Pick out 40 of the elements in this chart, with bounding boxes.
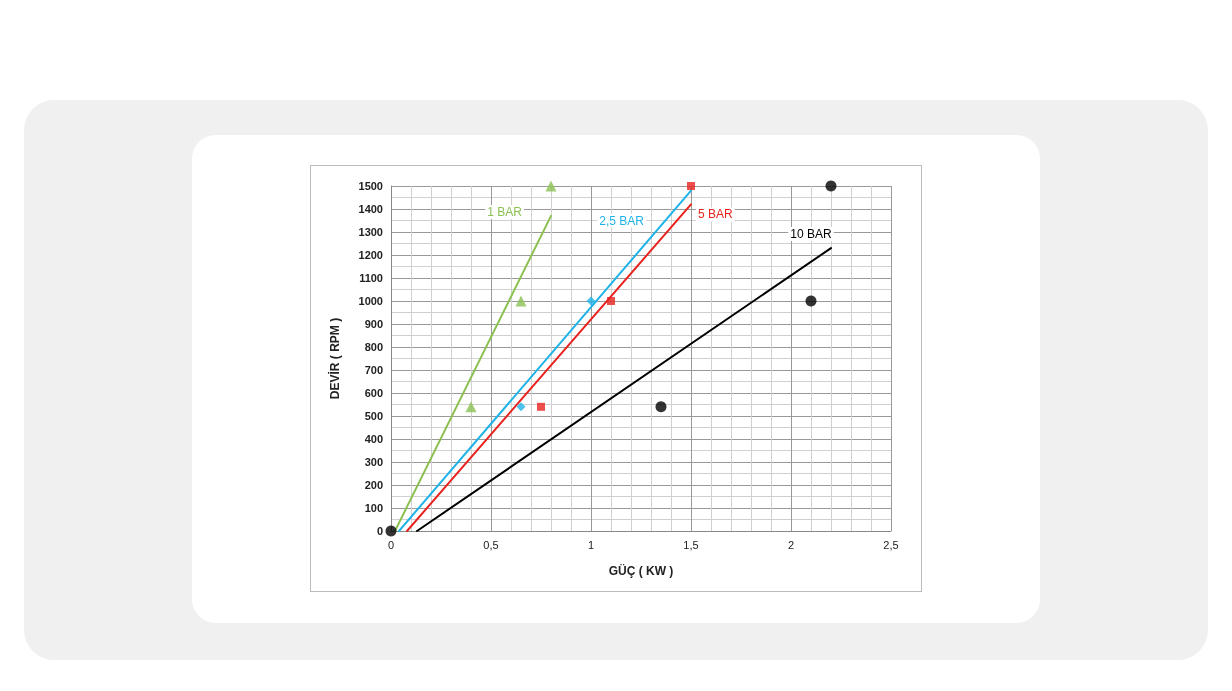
y-tick-label: 0	[376, 525, 383, 537]
point	[825, 180, 837, 192]
series-label: 5 BAR	[698, 207, 734, 222]
y-tick-label: 1000	[358, 295, 383, 307]
y-tick-label: 1300	[358, 226, 383, 238]
y-tick-label: 400	[364, 433, 383, 445]
x-tick-label: 0,5	[483, 538, 499, 551]
y-tick-label: 1500	[358, 180, 383, 192]
point	[515, 295, 527, 307]
y-tick-label: 700	[364, 364, 383, 376]
y-tick-label: 1400	[358, 203, 383, 215]
point	[516, 402, 526, 412]
point	[385, 525, 397, 537]
y-tick-label: 1100	[359, 272, 383, 284]
x-tick-label: 1	[587, 538, 595, 551]
point	[586, 296, 596, 306]
series-label: 2,5 BAR	[599, 213, 645, 228]
text: 1 BAR	[487, 204, 523, 219]
x-tick-label: 2,5	[883, 538, 899, 551]
x-tick-label: 2	[787, 538, 795, 551]
y-tick-label: 200	[364, 479, 383, 491]
point	[655, 401, 667, 413]
y-axis-title: DEVİR ( RPM )	[327, 317, 342, 400]
x-tick-label: 0	[387, 538, 395, 551]
point	[545, 180, 557, 192]
point	[805, 295, 817, 307]
x-axis-title: GÜÇ ( KW )	[608, 563, 674, 578]
point	[465, 401, 477, 413]
y-tick-label: 1200	[358, 249, 383, 261]
y-tick-label: 300	[364, 456, 383, 468]
y-tick-label: 100	[364, 502, 383, 514]
x-tick-label: 1,5	[683, 538, 699, 551]
y-tick-label: 600	[364, 387, 383, 399]
y-tick-label: 500	[364, 410, 383, 422]
point	[607, 297, 615, 305]
y-tick-label: 900	[364, 318, 383, 330]
series-label: 10 BAR	[790, 227, 833, 242]
point	[687, 182, 695, 190]
y-tick-label: 800	[364, 341, 383, 353]
point	[537, 402, 545, 411]
